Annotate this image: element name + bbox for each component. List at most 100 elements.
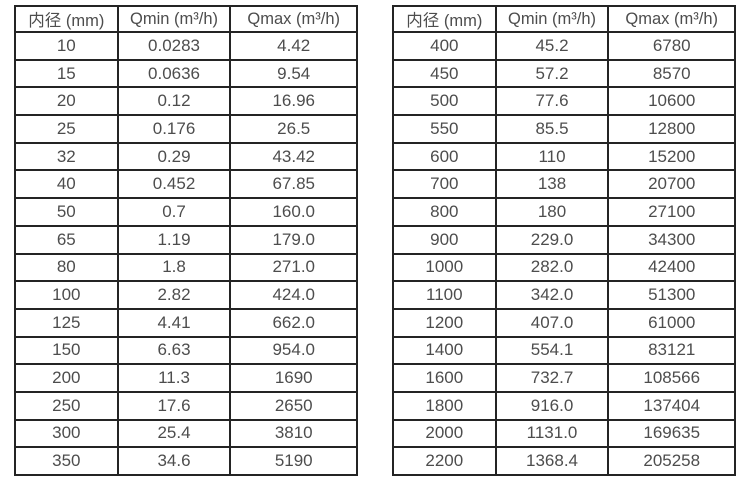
cell-diameter: 450	[392, 58, 497, 89]
table-row: 32 0.29 43.42	[14, 141, 358, 172]
table-row: 550 85.5 12800	[392, 114, 736, 144]
table-row: 65 1.19 179.0	[14, 224, 358, 255]
column-header-diameter: 内径 (mm)	[14, 5, 119, 33]
cell-qmin: 6.63	[116, 335, 232, 366]
cell-diameter: 250	[14, 390, 119, 421]
column-header-qmin: Qmin (m³/h)	[116, 5, 232, 33]
cell-diameter: 32	[14, 141, 119, 172]
table-row: 1200 407.0 61000	[392, 307, 736, 338]
cell-qmin: 0.29	[116, 141, 232, 172]
cell-qmin: 45.2	[494, 31, 610, 61]
cell-qmin: 85.5	[494, 114, 610, 144]
cell-qmin: 0.12	[116, 86, 232, 117]
table-row: 450 57.2 8570	[392, 58, 736, 89]
cell-diameter: 50	[14, 197, 119, 227]
cell-diameter: 800	[392, 197, 497, 227]
table-row: 40 0.452 67.85	[14, 169, 358, 200]
cell-qmin: 1.19	[116, 224, 232, 255]
cell-qmin: 1.8	[116, 252, 232, 283]
cell-diameter: 1000	[392, 252, 497, 283]
cell-qmax: 61000	[607, 307, 736, 338]
table-row: 1800 916.0 137404	[392, 390, 736, 421]
cell-diameter: 25	[14, 114, 119, 144]
cell-qmax: 27100	[607, 197, 736, 227]
table-row: 300 25.4 3810	[14, 418, 358, 449]
cell-diameter: 700	[392, 169, 497, 200]
cell-diameter: 1600	[392, 363, 497, 393]
cell-qmax: 8570	[607, 58, 736, 89]
table-row: 400 45.2 6780	[392, 31, 736, 61]
cell-diameter: 1400	[392, 335, 497, 366]
cell-diameter: 500	[392, 86, 497, 117]
table-row: 1400 554.1 83121	[392, 335, 736, 366]
cell-qmin: 17.6	[116, 390, 232, 421]
cell-qmax: 662.0	[229, 307, 358, 338]
cell-qmax: 1690	[229, 363, 358, 393]
cell-qmax: 137404	[607, 390, 736, 421]
cell-diameter: 1100	[392, 280, 497, 310]
cell-qmax: 83121	[607, 335, 736, 366]
cell-diameter: 80	[14, 252, 119, 283]
cell-qmin: 342.0	[494, 280, 610, 310]
cell-qmax: 6780	[607, 31, 736, 61]
table-row: 10 0.0283 4.42	[14, 31, 358, 61]
cell-qmax: 43.42	[229, 141, 358, 172]
cell-qmax: 15200	[607, 141, 736, 172]
cell-diameter: 350	[14, 446, 119, 476]
table-row: 700 138 20700	[392, 169, 736, 200]
column-header-qmax: Qmax (m³/h)	[607, 5, 736, 33]
table-row: 250 17.6 2650	[14, 390, 358, 421]
flow-range-tables: 内径 (mm) Qmin (m³/h) Qmax (m³/h) 10 0.0283…	[14, 5, 736, 476]
cell-diameter: 1200	[392, 307, 497, 338]
cell-qmin: 0.0283	[116, 31, 232, 61]
cell-qmax: 424.0	[229, 280, 358, 310]
cell-qmax: 34300	[607, 224, 736, 255]
cell-qmin: 2.82	[116, 280, 232, 310]
table-row: 100 2.82 424.0	[14, 280, 358, 310]
cell-qmin: 138	[494, 169, 610, 200]
table-row: 2000 1131.0 169635	[392, 418, 736, 449]
cell-qmax: 5190	[229, 446, 358, 476]
flow-range-table-large-diameters: 内径 (mm) Qmin (m³/h) Qmax (m³/h) 400 45.2 6…	[392, 5, 736, 476]
cell-qmin: 916.0	[494, 390, 610, 421]
cell-qmax: 160.0	[229, 197, 358, 227]
table-row: 20 0.12 16.96	[14, 86, 358, 117]
cell-qmin: 407.0	[494, 307, 610, 338]
table-row: 1600 732.7 108566	[392, 363, 736, 393]
cell-diameter: 20	[14, 86, 119, 117]
cell-qmax: 10600	[607, 86, 736, 117]
header-row: 内径 (mm) Qmin (m³/h) Qmax (m³/h)	[392, 5, 736, 33]
table-row: 900 229.0 34300	[392, 224, 736, 255]
cell-qmax: 271.0	[229, 252, 358, 283]
cell-qmin: 11.3	[116, 363, 232, 393]
table-row: 15 0.0636 9.54	[14, 58, 358, 89]
cell-diameter: 600	[392, 141, 497, 172]
cell-qmin: 25.4	[116, 418, 232, 449]
column-header-qmax: Qmax (m³/h)	[229, 5, 358, 33]
cell-qmin: 0.176	[116, 114, 232, 144]
cell-qmin: 34.6	[116, 446, 232, 476]
cell-qmin: 57.2	[494, 58, 610, 89]
cell-qmin: 0.0636	[116, 58, 232, 89]
cell-qmin: 0.7	[116, 197, 232, 227]
table-row: 800 180 27100	[392, 197, 736, 227]
cell-qmax: 169635	[607, 418, 736, 449]
table-row: 125 4.41 662.0	[14, 307, 358, 338]
cell-diameter: 2000	[392, 418, 497, 449]
cell-qmax: 51300	[607, 280, 736, 310]
cell-diameter: 550	[392, 114, 497, 144]
cell-qmin: 1368.4	[494, 446, 610, 476]
cell-qmax: 67.85	[229, 169, 358, 200]
cell-qmax: 954.0	[229, 335, 358, 366]
cell-qmax: 9.54	[229, 58, 358, 89]
cell-diameter: 200	[14, 363, 119, 393]
cell-qmax: 108566	[607, 363, 736, 393]
cell-diameter: 65	[14, 224, 119, 255]
table-row: 25 0.176 26.5	[14, 114, 358, 144]
cell-diameter: 1800	[392, 390, 497, 421]
header-row: 内径 (mm) Qmin (m³/h) Qmax (m³/h)	[14, 5, 358, 33]
cell-diameter: 2200	[392, 446, 497, 476]
table-row: 1000 282.0 42400	[392, 252, 736, 283]
cell-qmax: 16.96	[229, 86, 358, 117]
table-row: 200 11.3 1690	[14, 363, 358, 393]
